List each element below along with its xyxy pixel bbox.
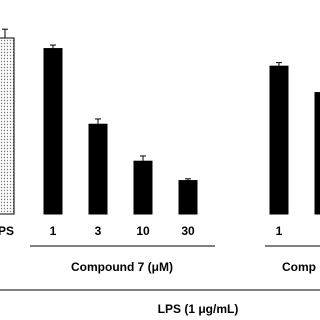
x-tick-label: 30: [181, 224, 195, 238]
bar: [314, 92, 320, 215]
bar: [43, 48, 63, 215]
group-label: Compound 7 (μM): [71, 260, 173, 274]
x-tick-label: 1: [50, 224, 57, 238]
x-tick-label: 10: [136, 224, 150, 238]
x-tick-label: LPS: [0, 224, 14, 238]
bar: [88, 123, 108, 215]
axis-label: LPS (1 μg/mL): [158, 302, 239, 316]
bar: [269, 65, 289, 215]
bar: [178, 180, 198, 215]
x-tick-label: 3: [95, 224, 102, 238]
x-tick-label: 1: [276, 224, 283, 238]
group-label: Comp: [282, 260, 316, 274]
bar: [0, 37, 15, 215]
bar: [133, 160, 153, 215]
